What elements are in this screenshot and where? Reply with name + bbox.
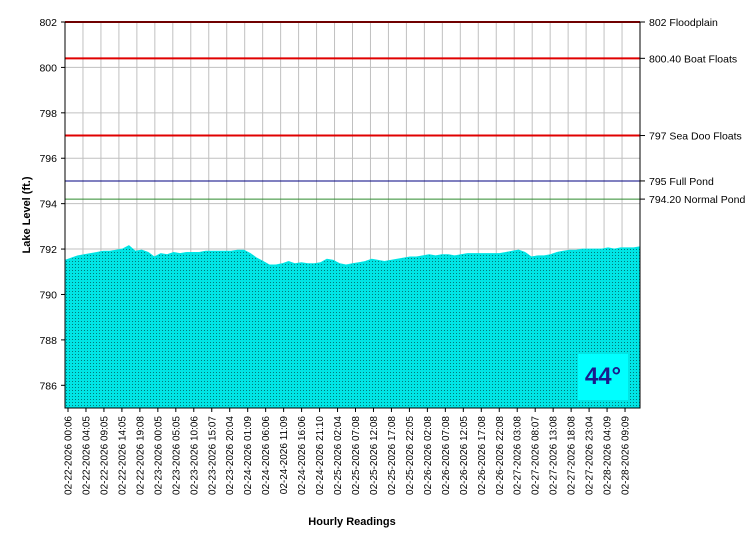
lake-level-area	[64, 245, 641, 409]
x-tick-label: 02-28-2026 09:09	[621, 416, 632, 495]
x-tick-label: 02-23-2026 10:06	[189, 416, 200, 495]
x-tick-label: 02-27-2026 03:08	[513, 416, 524, 495]
x-tick-label: 02-27-2026 13:08	[549, 416, 560, 495]
x-tick-label: 02-24-2026 21:10	[315, 416, 326, 495]
x-axis: 02-22-2026 00:06 02-22-2026 04:05 02-22-20…	[64, 408, 632, 495]
x-tick-label: 02-26-2026 17:08	[477, 416, 488, 495]
x-tick-label: 02-22-2026 04:05	[81, 416, 92, 495]
x-tick-label: 02-23-2026 05:05	[171, 416, 182, 495]
y-tick-label: 800	[39, 62, 57, 74]
x-axis-title: Hourly Readings	[308, 516, 395, 528]
plot-frame	[64, 21, 641, 409]
x-tick-label: 02-28-2026 04:09	[603, 416, 614, 495]
x-tick-label: 02-22-2026 19:08	[135, 416, 146, 495]
x-tick-label: 02-25-2026 12:08	[369, 416, 380, 495]
reference-labels: 802 Floodplain 800.40 Boat Floats 797 Sea …	[640, 17, 745, 206]
x-tick-label: 02-27-2026 23:04	[585, 416, 596, 495]
x-tick-label: 02-22-2026 14:05	[117, 416, 128, 495]
x-tick-label: 02-25-2026 07:08	[351, 416, 362, 495]
x-tick-label: 02-27-2026 08:07	[531, 416, 542, 495]
y-tick-label: 794	[39, 199, 57, 211]
area-series	[64, 245, 641, 409]
x-tick-label: 02-25-2026 17:08	[387, 416, 398, 495]
x-tick-label: 02-24-2026 11:09	[279, 416, 290, 495]
x-tick-label: 02-23-2026 20:04	[225, 416, 236, 495]
x-tick-label: 02-23-2026 15:07	[207, 416, 218, 495]
y-axis-title: Lake Level (ft.)	[21, 176, 33, 253]
x-tick-label: 02-26-2026 22:08	[495, 416, 506, 495]
reference-label: 802 Floodplain	[649, 17, 718, 29]
temperature-value: 44°	[584, 363, 622, 390]
y-tick-label: 790	[39, 289, 57, 301]
x-tick-label: 02-27-2026 18:08	[567, 416, 578, 495]
reference-label: 794.20 Normal Pond	[649, 194, 745, 206]
y-tick-label: 796	[39, 153, 57, 165]
reference-label: 795 Full Pond	[649, 176, 714, 188]
x-tick-label: 02-24-2026 01:09	[243, 416, 254, 495]
x-tick-label: 02-23-2026 00:05	[153, 416, 164, 495]
x-tick-label: 02-24-2026 06:06	[261, 416, 272, 495]
x-tick-label: 02-26-2026 02:08	[423, 416, 434, 495]
x-tick-label: 02-22-2026 09:05	[99, 416, 110, 495]
x-tick-label: 02-25-2026 22:05	[405, 416, 416, 495]
y-tick-label: 786	[39, 380, 57, 392]
y-axis: 802 800 798 796 794 792 790 788 786	[39, 17, 65, 392]
y-tick-label: 792	[39, 244, 57, 256]
y-tick-label: 802	[39, 17, 57, 29]
x-tick-label: 02-24-2026 16:06	[297, 416, 308, 495]
x-tick-label: 02-26-2026 07:08	[441, 416, 452, 495]
reference-label: 797 Sea Doo Floats	[649, 131, 742, 143]
x-tick-label: 02-25-2026 02:04	[333, 416, 344, 495]
y-tick-label: 788	[39, 335, 57, 347]
temperature-badge: 44°	[578, 354, 628, 400]
y-tick-label: 798	[39, 108, 57, 120]
x-tick-label: 02-26-2026 12:05	[459, 416, 470, 495]
x-tick-label: 02-22-2026 00:06	[64, 416, 75, 495]
reference-label: 800.40 Boat Floats	[649, 53, 737, 65]
